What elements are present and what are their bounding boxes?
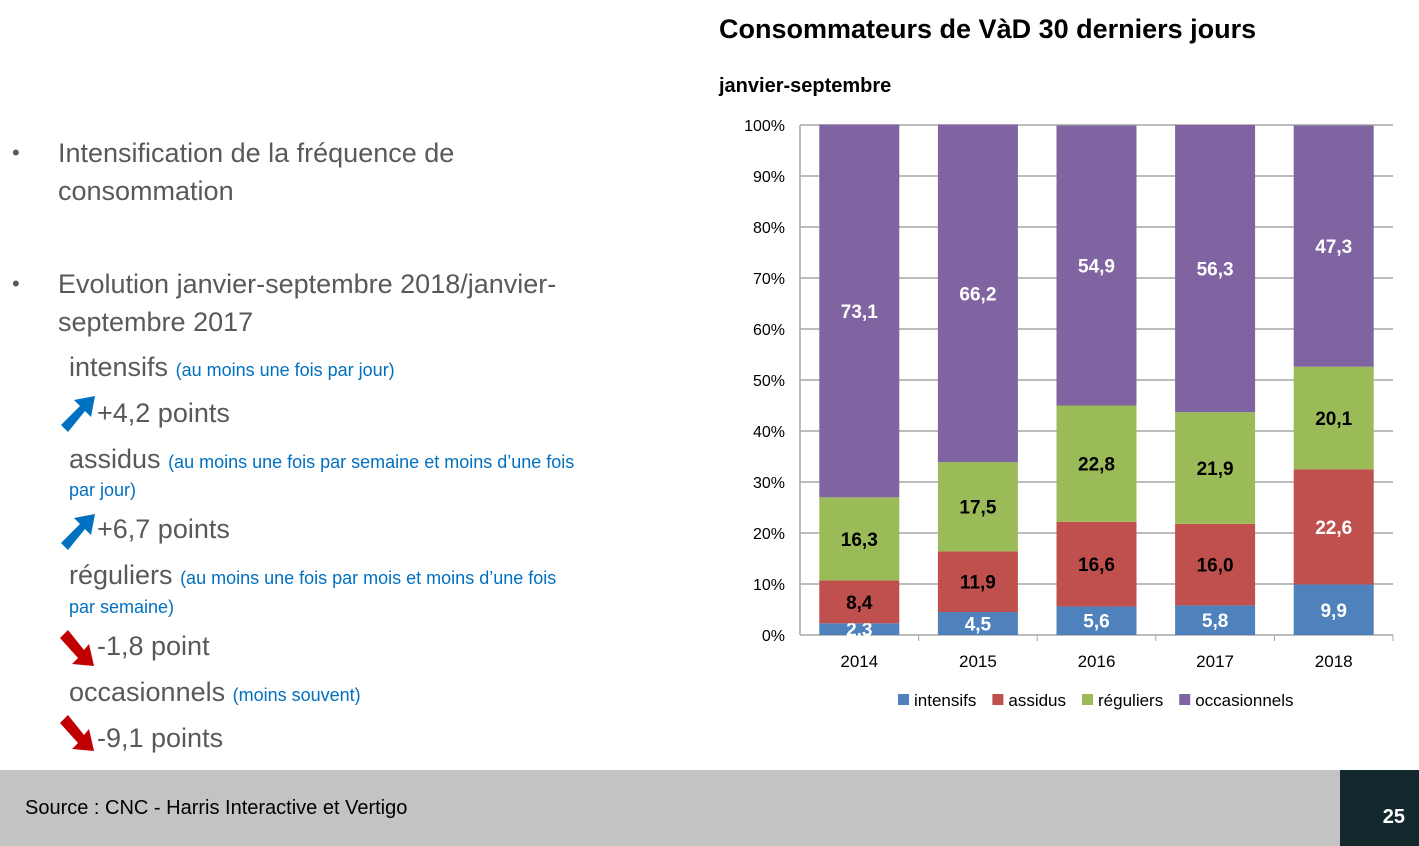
data-label: 22,6 [1315,518,1352,539]
page-number-box: 25 [1340,770,1419,846]
bar-segment-intensifs [1056,606,1137,635]
data-label: 66,2 [959,284,996,305]
category-desc: par jour) [69,480,137,500]
legend-label: occasionnels [1195,691,1293,710]
x-tick-label: 2015 [959,652,997,671]
bar-segment-intensifs [1175,605,1256,635]
category-desc: par semaine) [69,597,175,617]
legend-swatch-intensifs [898,694,909,705]
bar-segment-assidus [1293,469,1374,585]
x-tick-label: 2014 [840,652,878,671]
bar-segment-réguliers [937,462,1018,552]
page-number: 25 [1382,806,1405,828]
y-tick-label: 90% [753,169,785,186]
bullet-icon: • [12,271,20,296]
y-tick-label: 60% [753,322,785,339]
legend-label: intensifs [914,691,976,710]
x-tick-label: 2018 [1315,652,1353,671]
bar-segment-occasionnels [1056,125,1137,406]
legend-swatch-réguliers [1082,694,1094,705]
data-label: 5,8 [1202,611,1228,632]
bar-segment-assidus [819,580,900,624]
chart-subtitle: janvier-septembre [719,75,892,97]
y-tick-label: 10% [753,577,785,594]
delta-assidus: +6,7 points [97,514,230,544]
bar-segment-occasionnels [1175,125,1256,413]
data-label: 16,6 [1078,555,1115,576]
bar-segment-occasionnels [1293,125,1374,367]
arrow-down-icon [60,715,94,751]
data-label: 22,8 [1078,455,1115,476]
delta-occasionnels: -9,1 points [97,723,224,753]
category-assidus: assidus (au moins une fois par semaine e… [69,444,575,474]
data-label: 2,3 [846,620,872,641]
delta-intensifs: +4,2 points [97,398,230,428]
bar-segment-occasionnels [937,124,1018,463]
legend-swatch-assidus [992,694,1004,705]
data-label: 54,9 [1078,257,1115,278]
data-label: 56,3 [1197,260,1234,281]
bar-segment-réguliers [1056,405,1137,522]
stacked-bar-chart: 0% 10% 20% 30% 40% 50% 60% 70% 80% 90% 100% 2,3 8,4 1… [744,118,1394,710]
legend-swatch-occasionnels [1179,694,1191,705]
category-reguliers: réguliers (au moins une fois par mois et… [69,560,557,590]
bar-segment-assidus [1056,521,1137,607]
y-tick-label: 20% [753,526,785,543]
y-tick-label: 40% [753,424,785,441]
data-label: 9,9 [1320,601,1346,622]
bar-segment-réguliers [819,497,900,581]
arrow-up-icon [61,396,95,432]
y-tick-label: 100% [744,118,785,135]
chart-title: Consommateurs de VàD 30 derniers jours [719,14,1257,44]
data-label: 47,3 [1315,237,1352,258]
y-tick-label: 0% [762,628,785,645]
legend-label: assidus [1008,691,1066,710]
y-tick-label: 70% [753,271,785,288]
data-label: 21,9 [1197,459,1234,480]
category-occasionnels: occasionnels (moins souvent) [69,677,361,707]
bar-segment-intensifs [819,623,900,635]
category-intensifs: intensifs (au moins une fois par jour) [69,352,395,382]
bar-segment-réguliers [1175,412,1256,524]
x-tick-label: 2017 [1196,652,1234,671]
legend-label: réguliers [1098,691,1163,710]
footer-bar [0,770,1340,846]
data-label: 4,5 [965,615,992,636]
data-label: 16,3 [841,530,878,551]
bar-segment-assidus [937,551,1018,613]
data-label: 8,4 [846,593,873,614]
y-tick-label: 80% [753,220,785,237]
bar-segment-intensifs [1293,584,1374,635]
bullet-text: Intensification de la fréquence de conso… [58,138,455,206]
data-label: 16,0 [1197,556,1234,577]
data-label: 17,5 [959,498,996,519]
delta-reguliers: -1,8 point [97,631,210,661]
data-label: 11,9 [960,573,996,594]
bar-segment-assidus [1175,523,1256,606]
bullet-icon: • [12,140,20,165]
bar-segment-intensifs [937,612,1018,635]
bar-segment-occasionnels [819,124,900,498]
bullet-text: Evolution janvier-septembre 2018/janvier… [58,269,557,337]
data-label: 5,6 [1083,612,1109,633]
arrow-up-icon [61,514,95,550]
source-text: Source : CNC - Harris Interactive et Ver… [25,797,408,819]
data-label: 20,1 [1315,409,1352,430]
data-label: 73,1 [841,302,878,323]
arrow-down-icon [60,630,94,666]
y-tick-label: 50% [753,373,785,390]
y-tick-label: 30% [753,475,785,492]
bar-segment-réguliers [1293,366,1374,470]
x-tick-label: 2016 [1078,652,1116,671]
